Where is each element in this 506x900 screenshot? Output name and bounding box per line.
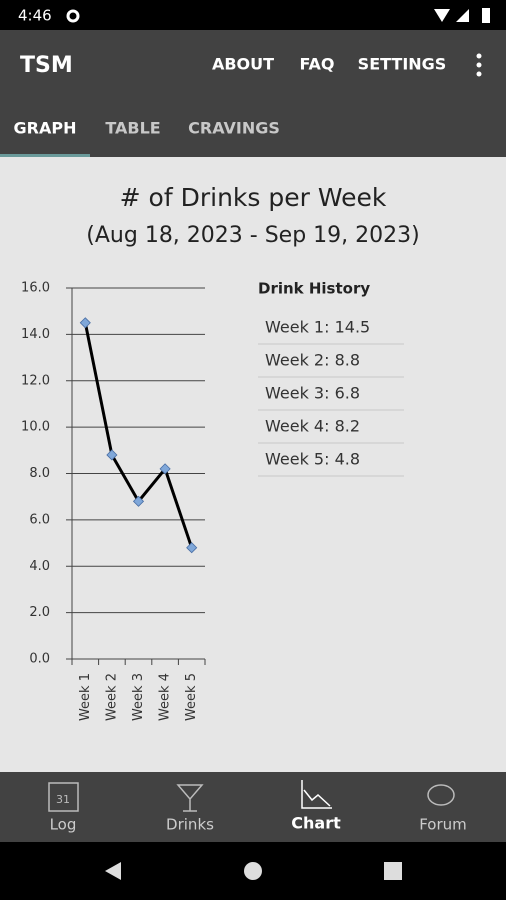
nav-drinks[interactable]: Drinks bbox=[166, 784, 214, 834]
x-tick-label: Week 1 bbox=[78, 673, 93, 721]
y-tick-label: 16.0 bbox=[21, 281, 50, 296]
y-tick-label: 6.0 bbox=[29, 512, 50, 527]
chart-subtitle: (Aug 18, 2023 - Sep 19, 2023) bbox=[86, 223, 419, 248]
battery-icon bbox=[482, 8, 490, 23]
y-tick-label: 0.0 bbox=[29, 652, 50, 667]
app-bar bbox=[0, 30, 506, 157]
nav-log[interactable]: 31 Log bbox=[48, 782, 79, 834]
nav-label: Drinks bbox=[166, 816, 214, 834]
y-tick-label: 12.0 bbox=[21, 373, 50, 388]
bottom-nav bbox=[0, 772, 506, 842]
data-point bbox=[79, 317, 91, 329]
calendar-icon bbox=[48, 782, 79, 812]
history-title: Drink History bbox=[258, 280, 370, 298]
home-button[interactable] bbox=[244, 862, 262, 880]
data-point bbox=[132, 495, 145, 507]
calendar-day: 31 bbox=[56, 793, 70, 806]
y-tick-label: 10.0 bbox=[21, 420, 50, 435]
menu-item[interactable]: ABOUT bbox=[212, 55, 274, 74]
drink-icon bbox=[176, 784, 204, 812]
history-item: Week 5: 4.8 bbox=[265, 450, 360, 469]
nav-label: Chart bbox=[291, 814, 341, 833]
history-item: Week 2: 8.8 bbox=[265, 351, 360, 370]
history-item: Week 4: 8.2 bbox=[265, 417, 360, 436]
y-tick-label: 8.0 bbox=[29, 466, 50, 481]
recents-button[interactable] bbox=[384, 862, 402, 880]
chart-icon bbox=[301, 780, 332, 809]
y-tick-label: 2.0 bbox=[29, 605, 50, 620]
overflow-menu[interactable] bbox=[476, 53, 482, 77]
wifi-icon bbox=[434, 9, 450, 22]
history-item: Week 1: 14.5 bbox=[265, 318, 370, 337]
y-tick-label: 14.0 bbox=[21, 327, 50, 342]
status-bar bbox=[0, 0, 506, 30]
tab[interactable]: CRAVINGS bbox=[188, 119, 280, 138]
menu-item[interactable]: FAQ bbox=[299, 55, 334, 74]
forum-icon bbox=[427, 784, 455, 806]
nav-forum[interactable]: Forum bbox=[419, 784, 467, 834]
x-tick-label: Week 2 bbox=[104, 673, 119, 721]
y-tick-label: 4.0 bbox=[29, 559, 50, 574]
signal-icon bbox=[456, 9, 469, 22]
settings-icon bbox=[66, 9, 80, 23]
x-tick-label: Week 4 bbox=[158, 673, 173, 721]
history-list: Week 1: 14.5 Week 2: 8.8 Week 3: 6.8 Week 4… bbox=[258, 318, 404, 477]
history-item: Week 3: 6.8 bbox=[265, 384, 360, 403]
data-point bbox=[159, 463, 171, 475]
data-point bbox=[106, 449, 118, 461]
x-tick-label: Week 5 bbox=[184, 673, 199, 721]
x-tick-label: Week 3 bbox=[131, 673, 146, 721]
tab-indicator bbox=[0, 154, 90, 157]
chart-title: # of Drinks per Week bbox=[120, 183, 387, 212]
tab[interactable]: TABLE bbox=[105, 119, 160, 138]
back-button[interactable] bbox=[105, 862, 121, 880]
tab[interactable]: GRAPH bbox=[14, 119, 77, 138]
app-title: TSM bbox=[20, 53, 73, 78]
nav-label: Log bbox=[50, 816, 77, 834]
plot: 0.0 2.0 4.0 6.0 8.0 10.0 12.0 14.0 16.0 Week 1 Wee… bbox=[21, 281, 206, 721]
data-point bbox=[186, 542, 198, 554]
content bbox=[0, 157, 506, 772]
status-time: 4:46 bbox=[18, 7, 52, 25]
menu-item[interactable]: SETTINGS bbox=[358, 55, 447, 74]
nav-chart[interactable]: Chart bbox=[291, 780, 341, 833]
nav-label: Forum bbox=[419, 816, 467, 834]
